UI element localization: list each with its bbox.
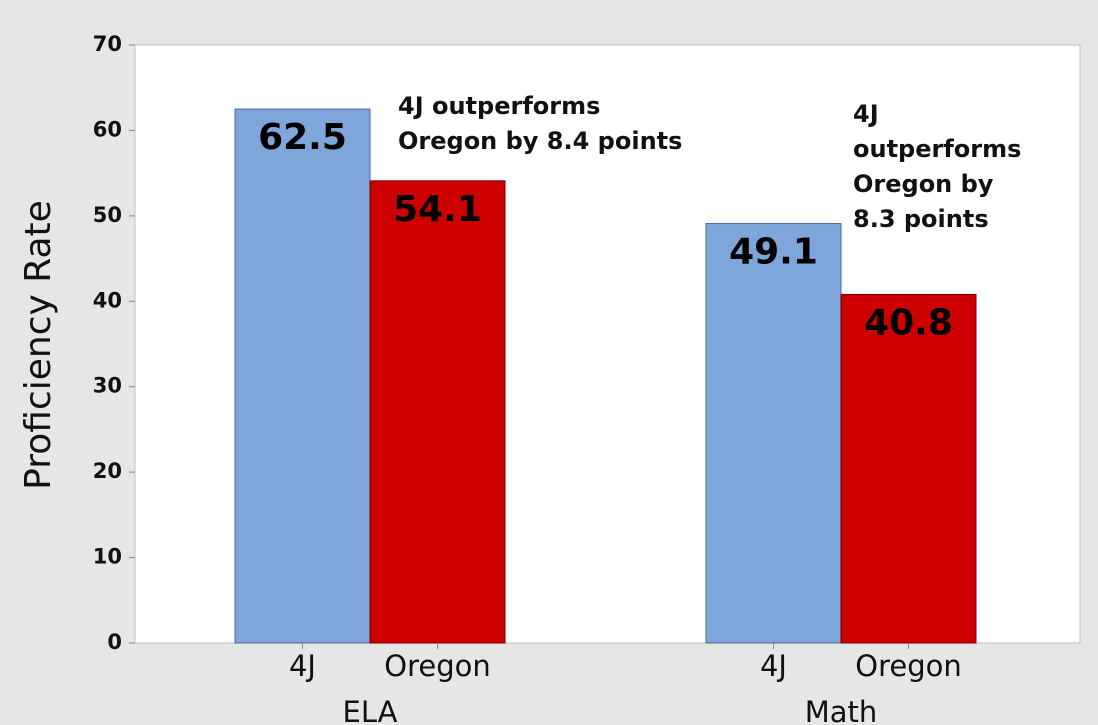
y-axis-label: Proficiency Rate [18, 200, 59, 490]
y-tick-label: 0 [107, 630, 122, 654]
y-tick-label: 10 [93, 545, 122, 569]
annotation: 4J outperforms [398, 92, 600, 120]
y-tick-label: 30 [93, 374, 122, 398]
data-label: 62.5 [258, 117, 347, 158]
bar [705, 223, 842, 644]
x-sub-label: Oregon [855, 649, 961, 683]
x-sub-label: Oregon [384, 649, 490, 683]
data-label: 54.1 [393, 189, 482, 230]
x-group-label: Math [805, 695, 878, 725]
data-label: 40.8 [864, 302, 953, 343]
y-tick-label: 60 [93, 117, 122, 141]
y-tick-label: 20 [93, 459, 122, 483]
bar [369, 180, 506, 644]
y-tick-label: 70 [93, 32, 122, 56]
annotation: 8.3 points [853, 205, 989, 233]
x-sub-label: 4J [760, 649, 787, 683]
x-group-label: ELA [343, 695, 398, 725]
bar [840, 293, 977, 644]
annotation: Oregon by [853, 170, 994, 198]
annotation: Oregon by 8.4 points [398, 127, 682, 155]
y-tick-label: 50 [93, 203, 122, 227]
annotation: 4J [853, 100, 879, 128]
annotation: outperforms [853, 135, 1021, 163]
data-label: 49.1 [729, 232, 818, 273]
bar [234, 108, 371, 644]
y-tick-label: 40 [93, 288, 122, 312]
x-sub-label: 4J [289, 649, 316, 683]
